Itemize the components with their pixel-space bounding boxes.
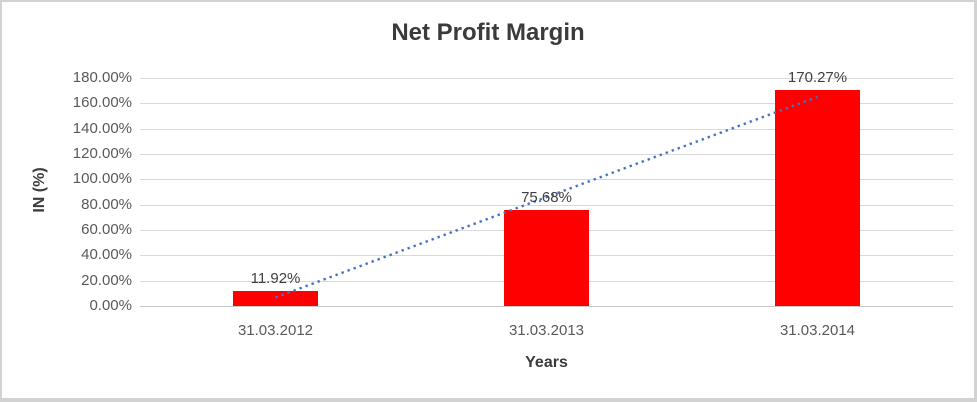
y-tick-label: 60.00% (81, 221, 132, 238)
y-tick-label: 80.00% (81, 195, 132, 213)
bar-value-label: 170.27% (787, 69, 848, 87)
y-tick-label: 100.00% (72, 170, 132, 188)
bar (504, 210, 589, 306)
y-tick-label: 20.00% (81, 271, 132, 289)
bar (775, 90, 860, 306)
bar-value-label: 11.92% (250, 269, 301, 287)
x-tick-label: 31.03.2013 (508, 322, 585, 339)
x-axis-title: Years (525, 354, 568, 371)
bar-value-label: 75.68% (521, 189, 572, 207)
x-tick-label: 31.03.2012 (237, 322, 314, 339)
y-tick-label: 0.00% (89, 297, 132, 314)
bar (233, 290, 318, 306)
gridline (140, 78, 953, 79)
y-tick-label: 40.00% (81, 246, 132, 264)
chart-title: Net Profit Margin (391, 19, 585, 46)
y-tick-label: 140.00% (72, 119, 132, 137)
x-tick-label: 31.03.2014 (779, 322, 856, 339)
y-tick-label: 180.00% (72, 69, 132, 86)
y-tick-label: 120.00% (72, 145, 132, 162)
x-axis-line (140, 306, 953, 307)
y-tick-label: 160.00% (72, 94, 132, 112)
